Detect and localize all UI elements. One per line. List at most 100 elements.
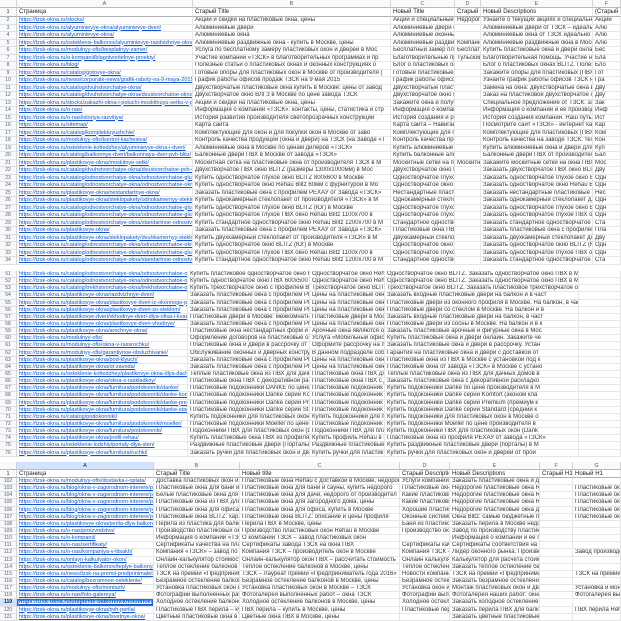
cell[interactable]: Пластиковые окна ПВХ с декоративной раск… (188, 378, 310, 386)
cell-url-link[interactable]: https://tzsk-okna.ru/plastikovye-okna/fu… (19, 428, 163, 435)
cell[interactable]: https://tzsk-okna.ru/catalog/odnostvorch… (17, 212, 193, 220)
cell[interactable]: Заказать пластиковые окна с профилем РЕХ… (188, 306, 310, 314)
cell[interactable] (579, 378, 621, 386)
cell-url-link[interactable]: https://tzsk-okna.ru/catalog/odnostvorch… (19, 278, 188, 285)
column-letter-F[interactable]: F (540, 462, 573, 470)
cell[interactable]: https://tzsk-okna.ru/plastikovye-okna/ (17, 227, 193, 235)
cell-url-link[interactable]: https://tzsk-okna.ru/plastikovye-okna/fu… (19, 449, 148, 456)
cell[interactable]: Баня из пластиковых окон (400, 520, 450, 528)
cell[interactable]: Комплектующие для пластиковых окон, цены… (391, 129, 455, 137)
cell[interactable]: Купить подоконники для пластиковых окон … (385, 413, 579, 421)
cell-url-link[interactable]: https://tzsk-okna.ru/catalog/komplektuyu… (19, 129, 135, 136)
cell-url-link[interactable]: https://tzsk-okna.ru/plastikovye-okna/ts… (19, 613, 146, 620)
cell[interactable]: https://tzsk-okna.ru/modulnyy-ofis/bespl… (17, 47, 193, 55)
row-number[interactable]: 54 (0, 292, 17, 300)
cell[interactable]: Белые пластиковые окна для дачи и дома: … (154, 492, 240, 500)
cell[interactable]: https://tzsk-okna.ru/blog/ (17, 62, 193, 70)
cell[interactable]: Двухстворчатые пластиковые окна в Москве… (391, 84, 455, 92)
cell[interactable]: Трехстворчатое окно BLITZ, цена в Москве (310, 285, 385, 293)
cell[interactable]: Дву (593, 84, 621, 92)
cell[interactable]: Цены на пластиковые окна (310, 306, 385, 314)
cell[interactable]: Пластиковые окна ПВХ для (310, 370, 385, 379)
row-number[interactable]: 65 (0, 370, 17, 379)
cell[interactable]: О компании ТЗСК – завод пластиковых окон (240, 535, 400, 543)
row-number[interactable]: 18 (0, 137, 17, 145)
cell[interactable]: Пластиковые подоконник (310, 385, 385, 393)
cell[interactable]: Теплые пластиковые окна из ПВХ для дачны… (385, 370, 579, 379)
cell[interactable]: Пластиковые окна для дачи, недорого от п… (240, 492, 400, 500)
cell[interactable]: Купить стандартное одностворчатое окно R… (193, 257, 391, 265)
row-number[interactable]: 1 (0, 470, 17, 478)
cell[interactable] (455, 144, 481, 152)
cell[interactable] (540, 599, 573, 607)
row-number[interactable]: 16 (0, 122, 17, 130)
cell[interactable]: Одностворчатое окно BLITZ. Заказать одно… (385, 278, 579, 286)
cell-url-link[interactable]: https://tzsk-okna.ru/catalog/balkonnye-d… (19, 152, 192, 158)
cell[interactable]: Гот (593, 69, 621, 77)
cell[interactable]: Купить подоконники для пластиковых окон … (188, 413, 310, 421)
cell[interactable]: https://tzsk-okna.ru/o-nas/sertifikaty/ (17, 542, 154, 550)
cell-url-link[interactable]: https://tzsk-okna.ru/catalog/odnostvorch… (19, 249, 192, 256)
cell[interactable]: Замена на окна: двухстворчатые окна в Мо… (481, 84, 593, 92)
cell-url-link[interactable]: https://tzsk-okna.ru/catalog/odnostvorch… (19, 219, 193, 226)
cell[interactable]: Кон (593, 137, 621, 145)
cell[interactable] (540, 499, 573, 507)
cell-url-link[interactable]: https://tzsk-okna.ru/sitemap/ (19, 122, 88, 128)
cell[interactable]: https://tzsk-okna.ru/plastikovye-okna/fu… (17, 420, 188, 429)
row-number[interactable]: 3 (0, 24, 17, 32)
cell-url-link[interactable]: https://tzsk-okna.ru/plastikovye-okna/ne… (19, 189, 160, 196)
cell[interactable]: Заказ на пластиковое двухстворчатое окно… (481, 92, 593, 100)
cell[interactable] (400, 535, 450, 543)
row-number[interactable]: 72 (0, 420, 17, 429)
cell[interactable]: Оконные системы BLITZ – с (400, 513, 450, 521)
cell[interactable]: Алюминиевые двери от ТЗСК – надежность и… (391, 24, 455, 32)
cell[interactable]: Заказать перила в Москве недорого, для о… (450, 520, 540, 528)
cell[interactable]: Комплектующие для пластиковых (ПВХ) окон… (481, 129, 593, 137)
cell[interactable]: ПВХ перила Rehau д (573, 606, 621, 614)
cell[interactable]: Заказать пластиковые окна с профилем РЕХ… (188, 299, 310, 307)
cell[interactable]: Пластиковые окна и двери в рассрочку от … (188, 342, 310, 350)
cell[interactable]: Заказать пластиковые окна с профилем РЕХ… (188, 363, 310, 371)
cell[interactable]: Заказать пластиковые окна с профилем РЕХ… (481, 227, 593, 235)
cell[interactable]: Теплое остекление балконов в Москве, цен… (240, 563, 400, 571)
row-number[interactable]: 30 (0, 227, 17, 235)
cell[interactable] (579, 392, 621, 400)
cell-url-link[interactable]: https://tzsk-okna.ru/stocks/ (19, 17, 85, 23)
column-letter-A[interactable]: A (17, 0, 193, 8)
cell[interactable] (455, 167, 481, 175)
cell[interactable]: Цены на пластиковые окна (310, 299, 385, 307)
cell[interactable]: https://tzsk-okna.ru/blog/okna-v-zagorod… (17, 506, 154, 514)
cell[interactable]: Пластиковые двери в Моск (310, 313, 385, 321)
cell[interactable]: Производство пластиковых окон ПВХ на зав… (154, 527, 240, 536)
cell-url-link[interactable]: https://tzsk-okna.ru/plastikovye-okna/ot… (19, 363, 136, 370)
cell[interactable]: Купить одностворчатое глухое ПВХ окно Re… (193, 212, 391, 220)
cell[interactable]: Двухстворчатые пластиковые окна купить в… (193, 84, 391, 92)
cell[interactable]: Онлайн-калькулятор окон ПВХ – рассчитать… (240, 556, 400, 564)
cell[interactable]: https://tzsk-okna.ru/plastikovye-okna/pl… (17, 299, 188, 307)
cell[interactable]: https://tzsk-okna.ru/plastikovye-okna/ar… (17, 328, 188, 336)
cell[interactable]: https://tzsk-okna.ru/stocks/zakazhi-okna… (17, 99, 193, 107)
cell[interactable]: Купить балконные алюминиевые ПВХ двери в… (391, 152, 455, 160)
cell[interactable]: https://tzsk-okna.ru/plastikovye-okna/st… (17, 234, 193, 242)
cell[interactable]: Завод производства о (573, 549, 621, 557)
cell[interactable]: История создания компании. Наш путь разв… (481, 114, 593, 122)
cell[interactable]: Закажите опоры для пластиковых (ПВХ) око… (481, 69, 593, 77)
header-cell[interactable]: Новый Descriptions (481, 8, 593, 17)
cell[interactable]: Заказать стандартное одностворчатое окно… (481, 219, 593, 227)
cell[interactable] (540, 478, 573, 486)
cell[interactable] (540, 563, 573, 571)
header-cell[interactable]: (Старый H1) (593, 8, 621, 17)
cell-url-link[interactable]: https://tzsk-okna.ru/alyuminievye-okna/ (19, 32, 115, 38)
cell[interactable]: Пластиковые окна ПВХ с д (310, 378, 385, 386)
cell[interactable]: Пластиковые подоконник (310, 406, 385, 414)
cell[interactable]: ПВХ перила – купить в Москве, цены (240, 606, 400, 614)
cell[interactable]: Алюминиевые окна от ТЗСК идеально подход… (481, 32, 593, 40)
row-number[interactable]: 63 (0, 356, 17, 364)
cell[interactable]: Балконные двери ПВХ от производителя. За… (481, 152, 593, 160)
cell[interactable]: Перила из пластика для балконов и лестни… (154, 520, 240, 528)
cell[interactable]: Одн (593, 174, 621, 182)
cell[interactable]: Акции и скидки на пластиковые окна, цены (193, 17, 391, 25)
row-number[interactable]: 111 (0, 542, 17, 550)
cell[interactable]: Заказать безрамное остекление балкона в … (450, 577, 540, 586)
cell[interactable]: Пластиковые окна BL (573, 513, 621, 521)
